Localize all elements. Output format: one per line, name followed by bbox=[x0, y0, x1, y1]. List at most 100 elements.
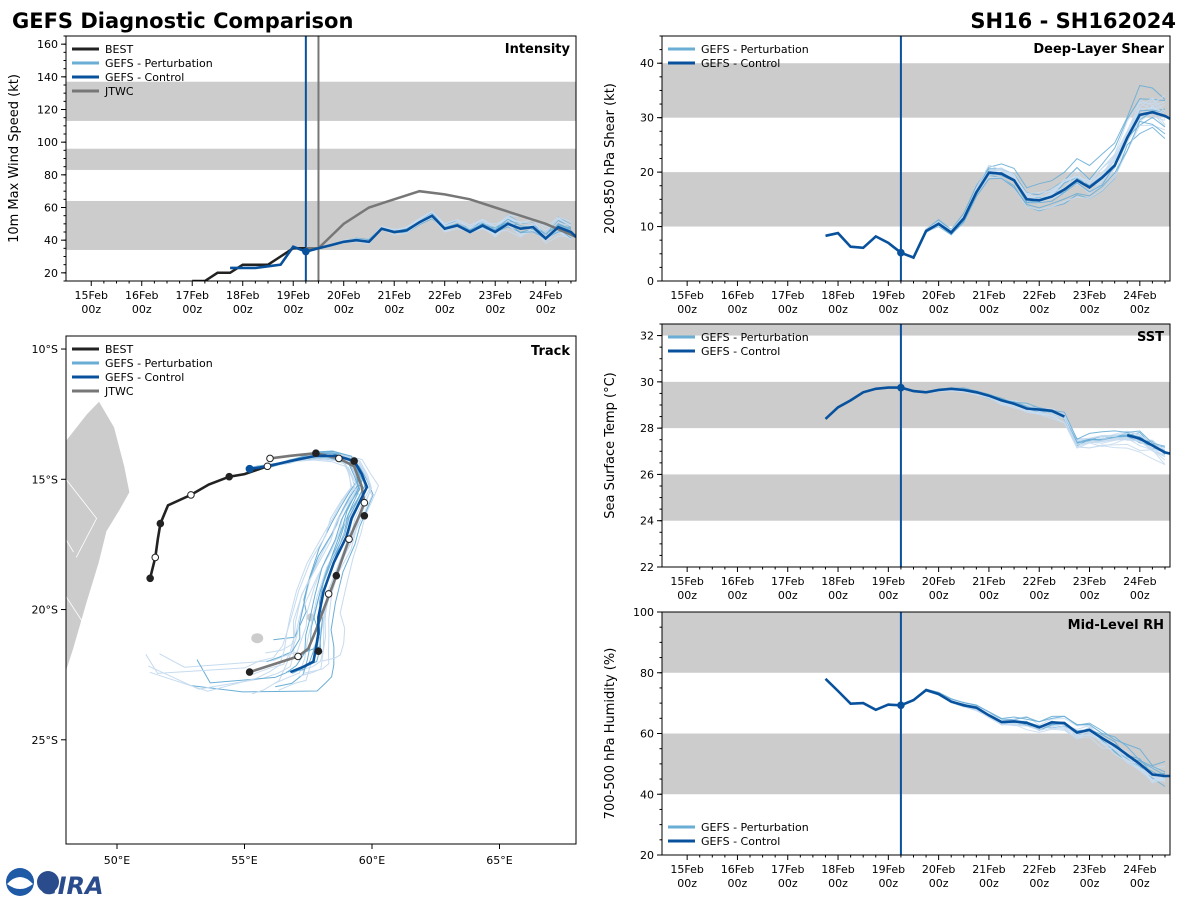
y-tick-label: 60 bbox=[640, 728, 654, 741]
x-tick-hour: 00z bbox=[929, 877, 949, 890]
jtwc-track-point bbox=[350, 457, 358, 465]
y-tick-label: 160 bbox=[37, 38, 58, 51]
x-tick-hour: 00z bbox=[878, 303, 898, 316]
legend-label: GEFS - Perturbation bbox=[701, 331, 809, 344]
x-tick-hour: 00z bbox=[828, 589, 848, 602]
logo-group: CIRA bbox=[6, 868, 104, 900]
intensity-panel: 2040608010012014016015Feb00z16Feb00z17Fe… bbox=[7, 35, 577, 316]
x-tick-date: 17Feb bbox=[771, 863, 804, 876]
cira-globe-icon bbox=[37, 871, 59, 893]
x-tick-hour: 00z bbox=[979, 877, 999, 890]
x-tick-hour: 00z bbox=[878, 877, 898, 890]
x-tick-hour: 00z bbox=[728, 589, 748, 602]
plot-clip-group bbox=[66, 36, 576, 281]
x-tick-date: 18Feb bbox=[821, 289, 854, 302]
jtwc-track-point bbox=[294, 652, 302, 661]
x-tick-date: 22Feb bbox=[1022, 289, 1055, 302]
x-tick-date: 24Feb bbox=[1123, 863, 1156, 876]
x-tick-date: 22Feb bbox=[1022, 863, 1055, 876]
x-tick-label: 50°E bbox=[104, 854, 130, 867]
x-tick-hour: 00z bbox=[878, 589, 898, 602]
legend-label: GEFS - Perturbation bbox=[105, 357, 213, 370]
x-tick-hour: 00z bbox=[728, 877, 748, 890]
threshold-band bbox=[662, 733, 1170, 795]
x-tick-hour: 00z bbox=[182, 303, 202, 316]
init-point bbox=[245, 464, 254, 473]
x-tick-date: 15Feb bbox=[75, 289, 108, 302]
y-tick-label: 26 bbox=[640, 468, 654, 481]
x-tick-date: 23Feb bbox=[1073, 863, 1106, 876]
init-point bbox=[897, 248, 905, 257]
jtwc-track-point bbox=[345, 535, 353, 544]
y-tick-label: 0 bbox=[647, 275, 654, 288]
x-tick-date: 15Feb bbox=[670, 575, 703, 588]
x-tick-hour: 00z bbox=[1130, 877, 1150, 890]
x-tick-date: 21Feb bbox=[377, 289, 410, 302]
y-tick-label: 100 bbox=[37, 136, 58, 149]
reunion-island bbox=[251, 633, 264, 644]
threshold-band bbox=[662, 63, 1170, 118]
x-tick-date: 20Feb bbox=[922, 575, 955, 588]
x-tick-date: 23Feb bbox=[1073, 289, 1106, 302]
x-tick-label: 60°E bbox=[359, 854, 385, 867]
x-tick-date: 15Feb bbox=[670, 289, 703, 302]
y-tick-label: 40 bbox=[640, 788, 654, 801]
x-tick-date: 23Feb bbox=[1073, 575, 1106, 588]
x-tick-date: 20Feb bbox=[922, 289, 955, 302]
legend-label: BEST bbox=[105, 43, 133, 56]
control-line bbox=[825, 110, 1170, 260]
perturbation-line bbox=[900, 98, 1166, 258]
x-tick-hour: 00z bbox=[778, 877, 798, 890]
sst-panel: 22242628303215Feb00z16Feb00z17Feb00z18Fe… bbox=[603, 323, 1171, 602]
x-tick-hour: 00z bbox=[979, 589, 999, 602]
best-track-point bbox=[225, 472, 233, 481]
y-tick-label: 22 bbox=[640, 561, 654, 574]
x-tick-hour: 00z bbox=[132, 303, 152, 316]
noaa-logo-wave bbox=[7, 877, 33, 889]
x-tick-hour: 00z bbox=[778, 303, 798, 316]
x-tick-hour: 00z bbox=[334, 303, 354, 316]
best-track-point bbox=[146, 574, 154, 583]
x-tick-date: 21Feb bbox=[972, 289, 1005, 302]
threshold-band bbox=[66, 81, 576, 121]
map-clip-group bbox=[66, 400, 380, 695]
plot-clip-group bbox=[662, 324, 1170, 567]
x-tick-hour: 00z bbox=[929, 303, 949, 316]
region-border bbox=[66, 479, 98, 558]
init-point bbox=[897, 383, 905, 392]
x-tick-date: 17Feb bbox=[771, 289, 804, 302]
threshold-band bbox=[662, 474, 1170, 521]
x-tick-date: 19Feb bbox=[872, 289, 905, 302]
y-axis-label: 700-500 hPa Humidity (%) bbox=[603, 648, 618, 820]
jtwc-line bbox=[305, 189, 576, 250]
x-tick-date: 17Feb bbox=[771, 575, 804, 588]
control-line bbox=[1126, 433, 1170, 455]
legend-label: GEFS - Control bbox=[701, 345, 780, 358]
jtwc-track-point bbox=[360, 511, 369, 520]
x-tick-date: 23Feb bbox=[478, 289, 511, 302]
y-tick-label: 32 bbox=[640, 330, 654, 343]
plot-clip-group bbox=[662, 36, 1170, 281]
jtwc-track-point bbox=[312, 449, 320, 458]
control-line bbox=[824, 677, 1170, 778]
y-tick-label: 20 bbox=[640, 849, 654, 862]
x-tick-hour: 00z bbox=[1080, 303, 1100, 316]
perturbation-track bbox=[250, 458, 373, 691]
control-line bbox=[824, 386, 1065, 420]
x-tick-hour: 00z bbox=[81, 303, 101, 316]
best-track-point bbox=[151, 553, 160, 562]
map-frame bbox=[65, 335, 577, 845]
x-tick-date: 22Feb bbox=[428, 289, 461, 302]
jtwc-track-point bbox=[324, 590, 333, 598]
y-tick-label: 20°S bbox=[32, 604, 58, 617]
y-tick-label: 140 bbox=[37, 71, 58, 84]
y-tick-label: 10 bbox=[640, 221, 654, 234]
threshold-band bbox=[662, 381, 1170, 429]
x-tick-hour: 00z bbox=[728, 303, 748, 316]
legend-label: GEFS - Control bbox=[105, 71, 184, 84]
plot-clip-group bbox=[662, 612, 1170, 855]
y-tick-label: 20 bbox=[44, 267, 58, 280]
legend-label: BEST bbox=[105, 343, 133, 356]
x-tick-hour: 00z bbox=[1029, 303, 1049, 316]
x-tick-hour: 00z bbox=[979, 303, 999, 316]
